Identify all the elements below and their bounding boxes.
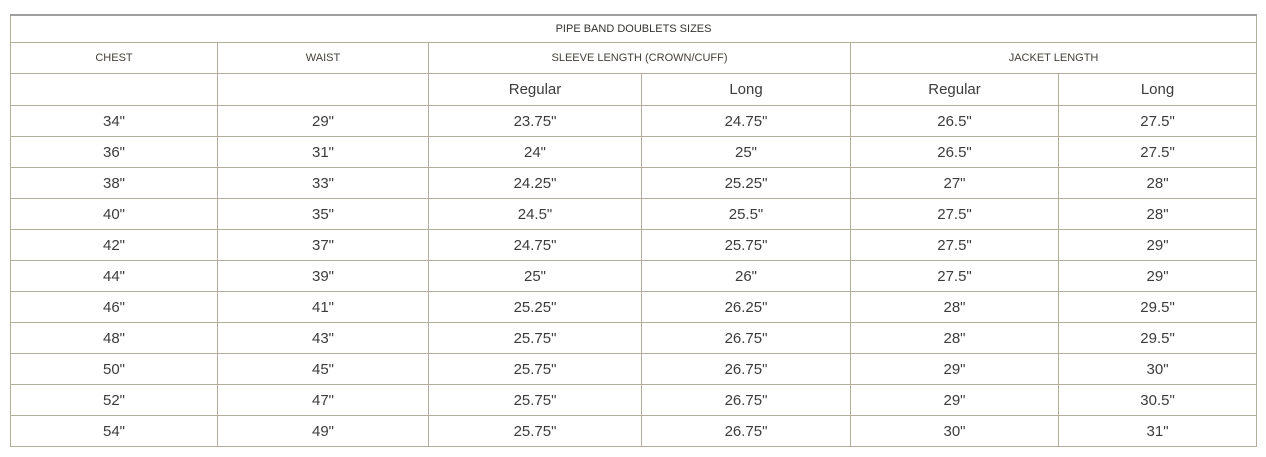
table-cell: 52" xyxy=(10,384,218,416)
subheader-cell: Regular xyxy=(428,73,642,106)
table-cell: 27.5" xyxy=(1057,105,1258,137)
table-cell: 31" xyxy=(1057,415,1258,447)
table-cell: 25.75" xyxy=(428,384,642,416)
table-cell: 26.25" xyxy=(641,291,851,323)
table-cell: 25.25" xyxy=(428,291,642,323)
table-cell: 25.5" xyxy=(641,198,851,230)
table-row: 38" 33" 24.25" 25.25" 27" 28" xyxy=(10,167,1258,199)
column-group-chest: CHEST xyxy=(10,42,218,74)
table-cell: 26.5" xyxy=(850,105,1059,137)
table-cell: 41" xyxy=(217,291,429,323)
subheader-row: Regular Long Regular Long xyxy=(10,73,1258,106)
table-cell: 37" xyxy=(217,229,429,261)
table-cell: 24.25" xyxy=(428,167,642,199)
table-row: 52" 47" 25.75" 26.75" 29" 30.5" xyxy=(10,384,1258,416)
table-cell: 27.5" xyxy=(850,198,1059,230)
table-cell: 36" xyxy=(10,136,218,168)
subheader-cell-empty xyxy=(10,73,218,106)
table-cell: 23.75" xyxy=(428,105,642,137)
table-cell: 28" xyxy=(850,322,1059,354)
table-cell: 46" xyxy=(10,291,218,323)
table-cell: 24.75" xyxy=(641,105,851,137)
table-cell: 29" xyxy=(217,105,429,137)
table-cell: 25.75" xyxy=(428,353,642,385)
column-group-jacket-length: JACKET LENGTH xyxy=(849,42,1258,74)
table-cell: 30" xyxy=(1057,353,1258,385)
table-cell: 42" xyxy=(10,229,218,261)
table-cell: 27.5" xyxy=(1057,136,1258,168)
table-cell: 31" xyxy=(217,136,429,168)
table-cell: 47" xyxy=(217,384,429,416)
size-chart-table: PIPE BAND DOUBLETS SIZES CHEST WAIST SLEEV… xyxy=(9,14,1258,447)
table-cell: 38" xyxy=(10,167,218,199)
table-cell: 54" xyxy=(10,415,218,447)
subheader-cell: Regular xyxy=(850,73,1059,106)
table-cell: 24" xyxy=(428,136,642,168)
table-row: 54" 49" 25.75" 26.75" 30" 31" xyxy=(10,415,1258,447)
table-row: 40" 35" 24.5" 25.5" 27.5" 28" xyxy=(10,198,1258,230)
table-cell: 25" xyxy=(641,136,851,168)
table-row: 46" 41" 25.25" 26.25" 28" 29.5" xyxy=(10,291,1258,323)
table-cell: 25" xyxy=(428,260,642,292)
table-row: 44" 39" 25" 26" 27.5" 29" xyxy=(10,260,1258,292)
table-row: 48" 43" 25.75" 26.75" 28" 29.5" xyxy=(10,322,1258,354)
table-cell: 27.5" xyxy=(850,229,1059,261)
table-cell: 40" xyxy=(10,198,218,230)
table-cell: 25.25" xyxy=(641,167,851,199)
table-cell: 44" xyxy=(10,260,218,292)
table-cell: 27" xyxy=(850,167,1059,199)
table-cell: 29" xyxy=(1057,260,1258,292)
table-cell: 24.75" xyxy=(428,229,642,261)
table-cell: 24.5" xyxy=(428,198,642,230)
table-cell: 43" xyxy=(217,322,429,354)
table-cell: 29.5" xyxy=(1057,291,1258,323)
table-cell: 29.5" xyxy=(1057,322,1258,354)
table-cell: 25.75" xyxy=(428,415,642,447)
table-cell: 39" xyxy=(217,260,429,292)
table-cell: 49" xyxy=(217,415,429,447)
column-group-waist: WAIST xyxy=(217,42,429,74)
table-title-row: PIPE BAND DOUBLETS SIZES xyxy=(9,14,1258,43)
column-group-sleeve-length-crown-cuff: SLEEVE LENGTH (CROWN/CUFF) xyxy=(428,42,851,74)
table-cell: 27.5" xyxy=(850,260,1059,292)
table-cell: 28" xyxy=(850,291,1059,323)
table-cell: 30.5" xyxy=(1057,384,1258,416)
table-cell: 29" xyxy=(1057,229,1258,261)
subheader-cell-empty xyxy=(217,73,429,106)
column-group-row: CHEST WAIST SLEEVE LENGTH (CROWN/CUFF) JACK… xyxy=(10,42,1258,74)
table-cell: 26.75" xyxy=(641,353,851,385)
table-cell: 45" xyxy=(217,353,429,385)
table-cell: 48" xyxy=(10,322,218,354)
table-row: 50" 45" 25.75" 26.75" 29" 30" xyxy=(10,353,1258,385)
subheader-cell: Long xyxy=(1057,73,1258,106)
table-cell: 29" xyxy=(850,353,1059,385)
table-cell: 33" xyxy=(217,167,429,199)
table-body: 34" 29" 23.75" 24.75" 26.5" 27.5" 36" 31" 24" 25"… xyxy=(10,105,1258,447)
table-row: 42" 37" 24.75" 25.75" 27.5" 29" xyxy=(10,229,1258,261)
subheader-cell: Long xyxy=(641,73,851,106)
table-cell: 35" xyxy=(217,198,429,230)
table-cell: 26.75" xyxy=(641,384,851,416)
table-cell: 28" xyxy=(1057,198,1258,230)
table-cell: 26.75" xyxy=(641,322,851,354)
table-cell: 28" xyxy=(1057,167,1258,199)
table-cell: 26" xyxy=(641,260,851,292)
table-cell: 34" xyxy=(10,105,218,137)
table-cell: 26.75" xyxy=(641,415,851,447)
table-title: PIPE BAND DOUBLETS SIZES xyxy=(9,14,1258,43)
table-row: 34" 29" 23.75" 24.75" 26.5" 27.5" xyxy=(10,105,1258,137)
table-cell: 30" xyxy=(850,415,1059,447)
table-cell: 25.75" xyxy=(641,229,851,261)
table-cell: 29" xyxy=(850,384,1059,416)
table-cell: 50" xyxy=(10,353,218,385)
table-cell: 25.75" xyxy=(428,322,642,354)
table-cell: 26.5" xyxy=(850,136,1059,168)
table-row: 36" 31" 24" 25" 26.5" 27.5" xyxy=(10,136,1258,168)
